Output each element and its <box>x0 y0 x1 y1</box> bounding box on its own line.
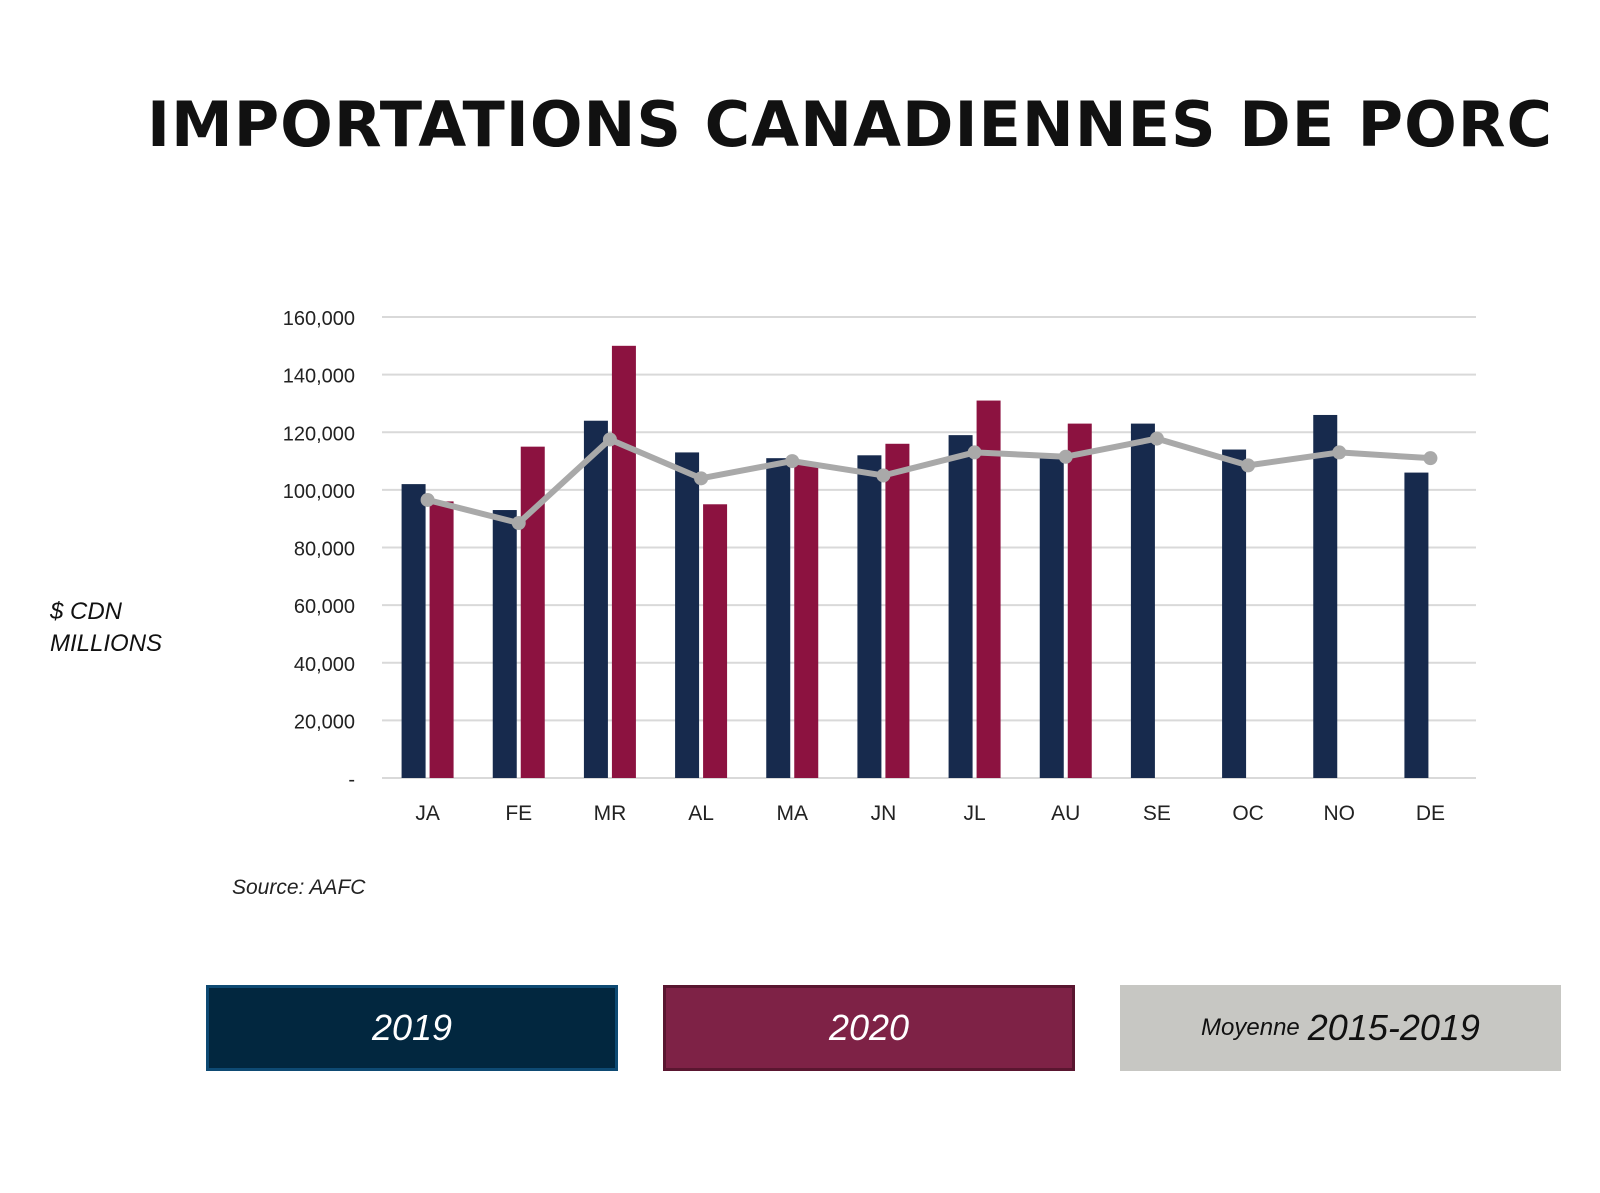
x-tick-label: JN <box>871 802 897 825</box>
average-point <box>694 471 709 486</box>
x-tick-label: OC <box>1232 802 1264 825</box>
x-tick-label: AU <box>1051 802 1080 825</box>
y-axis-label-line2: MILLIONS <box>50 630 163 657</box>
average-point <box>1241 458 1256 473</box>
bar-2019 <box>1039 458 1064 778</box>
bar-2019 <box>857 455 882 778</box>
legend-2019: 2019 <box>206 985 618 1071</box>
x-tick-label: MR <box>594 802 627 825</box>
y-tick-label: 140,000 <box>283 366 355 388</box>
bar-2019 <box>948 435 973 778</box>
y-tick-label: 60,000 <box>294 596 355 618</box>
bar-2019 <box>401 484 426 778</box>
bar-2019 <box>1130 423 1155 778</box>
grid-lines <box>382 316 1476 779</box>
x-tick-label: DE <box>1416 802 1445 825</box>
bar-2019 <box>1404 472 1429 778</box>
average-point <box>876 468 891 483</box>
bar-2020 <box>611 345 636 778</box>
legend-average: Moyenne 2015-2019 <box>1120 985 1561 1071</box>
bar-2019 <box>1222 449 1247 778</box>
y-axis-label: $ CDN MILLIONS <box>50 596 162 660</box>
average-point <box>420 492 435 507</box>
average-point <box>1423 451 1438 466</box>
y-tick-label: 80,000 <box>294 539 355 561</box>
chart-title: IMPORTATIONS CANADIENNES DE PORC <box>146 88 1554 161</box>
y-tick-label: 120,000 <box>283 423 355 445</box>
bar-2020 <box>885 443 910 778</box>
legend-2019-label: 2019 <box>371 1007 453 1048</box>
bar-2019 <box>1313 414 1338 778</box>
average-line <box>420 431 1438 531</box>
y-tick-label: 160,000 <box>283 308 355 330</box>
legend-2020-label: 2020 <box>828 1007 910 1048</box>
x-tick-label: JA <box>415 802 440 825</box>
bar-2019 <box>766 458 791 778</box>
average-point <box>1149 431 1164 446</box>
source-note: Source: AAFC <box>232 876 366 899</box>
legend-average-prefix: Moyenne <box>1201 1014 1300 1041</box>
bar-2019 <box>675 452 700 778</box>
bar-2020 <box>703 504 728 778</box>
bar-2020 <box>520 446 545 778</box>
bar-2020 <box>794 463 819 778</box>
average-point <box>967 445 982 460</box>
y-tick-label: 20,000 <box>294 711 355 733</box>
bar-2020 <box>976 400 1001 778</box>
average-point <box>1332 445 1347 460</box>
legend-2020: 2020 <box>663 985 1075 1071</box>
y-tick-label: - <box>348 769 355 791</box>
bars <box>401 345 1429 778</box>
average-point <box>511 516 526 531</box>
x-tick-label: JL <box>963 802 985 825</box>
y-tick-label: 100,000 <box>283 481 355 503</box>
x-tick-label: SE <box>1143 802 1171 825</box>
y-tick-label: 40,000 <box>294 654 355 676</box>
legend-average-years: 2015-2019 <box>1307 1007 1480 1048</box>
bar-2020 <box>1067 423 1092 778</box>
average-point <box>785 454 800 469</box>
bar-2019 <box>492 510 517 778</box>
bar-2019 <box>583 420 608 778</box>
average-series-line <box>426 435 1431 527</box>
x-tick-label: NO <box>1324 802 1356 825</box>
x-tick-labels: JA FE MR AL MA JN JL AU SE OC NO DE <box>415 802 1445 825</box>
y-axis-label-line1: $ CDN <box>50 598 123 625</box>
average-point <box>1058 449 1073 464</box>
x-tick-label: MA <box>777 802 809 825</box>
x-tick-label: AL <box>688 802 714 825</box>
x-tick-label: FE <box>505 802 532 825</box>
y-tick-labels: - 20,000 40,000 60,000 80,000 100,000 120,000 1… <box>283 308 355 791</box>
average-point <box>602 432 617 447</box>
bar-2020 <box>429 501 454 778</box>
